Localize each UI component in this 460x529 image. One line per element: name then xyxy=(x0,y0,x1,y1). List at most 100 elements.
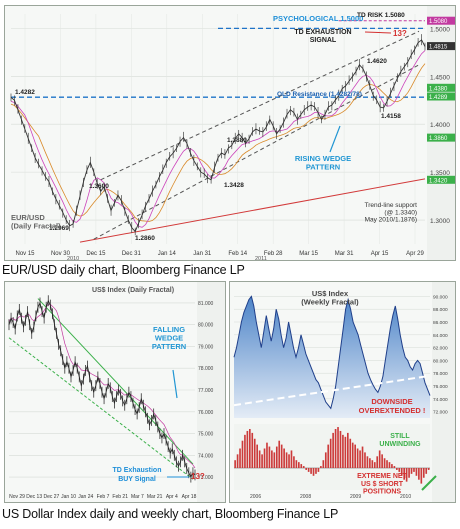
cot-bar xyxy=(344,436,347,468)
cot-bar xyxy=(317,468,320,472)
y-tick-label: 77.000 xyxy=(198,388,214,394)
chart-title: US$ Index (Weekly Fractal) xyxy=(301,289,359,306)
still-unwinding-label: STILL UNWINDING xyxy=(379,433,421,448)
x-tick-label: Dec 15 xyxy=(86,251,106,257)
y-tick-label: 78.000 xyxy=(198,366,214,372)
x-tick-label: Feb 21 xyxy=(112,494,128,500)
level-label-14158: 1.4158 xyxy=(381,113,401,120)
downside-label: DOWNSIDE xyxy=(371,397,412,406)
y-tick-label: 1.5000 xyxy=(430,26,450,33)
price-tag xyxy=(427,16,455,25)
cot-bar xyxy=(310,468,312,474)
price-tag xyxy=(427,42,455,51)
y-tick-label: 79.000 xyxy=(198,344,214,350)
cot-bar xyxy=(371,460,374,468)
eurusd-caption: EUR/USD daily chart, Bloomberg Finance L… xyxy=(2,263,245,277)
y-tick-label: 72.000 xyxy=(433,410,448,416)
x-year-label: 2010 xyxy=(400,494,411,500)
price-tag-label: 1.3860 xyxy=(429,136,448,142)
x-tick-label: Jan 24 xyxy=(78,494,93,500)
cot-bar xyxy=(383,458,386,468)
x-tick-label: Apr 29 xyxy=(406,251,424,257)
pair-label: EUR/USD (Daily Fractal) xyxy=(11,213,61,230)
cot-bar xyxy=(268,446,271,468)
falling-wedge-arrow xyxy=(172,369,178,399)
x-tick-label: Apr 15 xyxy=(371,251,389,257)
cot-bar xyxy=(415,468,418,476)
cot-bar xyxy=(332,432,334,468)
price-axis xyxy=(432,282,455,502)
cot-bar xyxy=(288,454,290,468)
cot-bar xyxy=(320,466,322,468)
x-tick-label: Jan 31 xyxy=(193,251,212,257)
cot-bar xyxy=(388,462,391,468)
cot-bar xyxy=(315,468,317,474)
cot-bar xyxy=(418,468,420,480)
y-tick-label: 1.3000 xyxy=(430,218,450,225)
y-tick-label: 84.000 xyxy=(433,333,448,339)
cot-bar xyxy=(334,429,337,468)
x-tick-label: Feb 28 xyxy=(264,251,283,257)
cot-bar xyxy=(381,454,383,468)
x-tick-label: Mar 7 xyxy=(131,494,144,500)
price-tag-label: 1.3420 xyxy=(429,178,448,184)
cot-bar xyxy=(408,468,410,478)
price-tag-label: 1.5080 xyxy=(429,19,448,25)
cot-bar xyxy=(342,434,344,468)
dxy-daily-chart: 81.000 80.000 79.000 78.000 77.000 76.000 75.0… xyxy=(8,282,225,502)
cot-bar xyxy=(298,462,300,468)
trend-line-support xyxy=(79,178,426,243)
x-year-label: 2011 xyxy=(255,256,267,260)
cot-bar xyxy=(354,444,356,468)
cot-bar xyxy=(324,452,327,468)
cot-bar xyxy=(351,442,354,468)
overextended-label: OVEREXTENDED ! xyxy=(359,406,426,415)
cot-bar xyxy=(420,468,423,484)
y-tick-label: 81.000 xyxy=(198,301,214,307)
price-axis xyxy=(197,282,225,502)
level-label-13880: 1.3880 xyxy=(227,137,247,144)
x-tick-label: Dec 13 xyxy=(26,494,42,500)
chart-title: US$ Index (Daily Fractal) xyxy=(92,287,174,294)
y-tick-label: 1.3500 xyxy=(430,170,450,177)
cot-bar xyxy=(278,440,281,468)
cot-bar xyxy=(349,438,352,468)
y-tick-label: 76.000 xyxy=(198,410,214,416)
cot-bar xyxy=(307,468,310,472)
cot-bar xyxy=(410,468,413,474)
x-tick-label: Nov 15 xyxy=(15,251,35,257)
y-tick-label: 76.000 xyxy=(433,384,448,390)
dxy-weekly-panel: 90.000 88.000 86.000 84.000 82.000 80.000 78.0… xyxy=(229,281,456,503)
y-tick-label: 74.000 xyxy=(198,453,214,459)
cot-bar xyxy=(405,468,408,482)
x-tick-label: Feb 14 xyxy=(228,251,247,257)
cot-bar xyxy=(413,468,415,472)
eurusd-chart-panel: 1.5000 1.4500 1.4000 1.3500 1.3000 Nov 15 Nov … xyxy=(4,5,456,261)
x-year-label: 2010 xyxy=(67,256,79,260)
moving-average xyxy=(8,303,196,469)
cot-bar xyxy=(364,452,366,468)
rising-wedge-arrow xyxy=(329,125,341,153)
cot-bar xyxy=(312,468,315,476)
price-tag-label: 1.4289 xyxy=(429,95,448,101)
cot-bar xyxy=(398,468,401,472)
cot-bar xyxy=(290,450,293,468)
y-tick-label: 1.4500 xyxy=(430,74,450,81)
cot-bar xyxy=(366,456,369,468)
cot-bar xyxy=(347,432,349,468)
cot-bar xyxy=(261,454,263,468)
cot-bar xyxy=(234,460,236,468)
green-arrow xyxy=(421,475,437,491)
x-tick-label: Mar 31 xyxy=(335,251,354,257)
y-tick-label: 75.000 xyxy=(198,432,214,438)
cot-bar xyxy=(391,464,393,468)
x-year-label: 2006 xyxy=(250,494,261,500)
price-tag xyxy=(427,175,455,184)
x-tick-label: Jan 14 xyxy=(158,251,177,257)
y-tick-label: 80.000 xyxy=(433,358,448,364)
cot-bar xyxy=(300,464,303,468)
cot-bar xyxy=(253,438,256,468)
cot-bar xyxy=(361,446,364,468)
cot-bar xyxy=(305,468,307,470)
cot-bar xyxy=(356,448,359,468)
